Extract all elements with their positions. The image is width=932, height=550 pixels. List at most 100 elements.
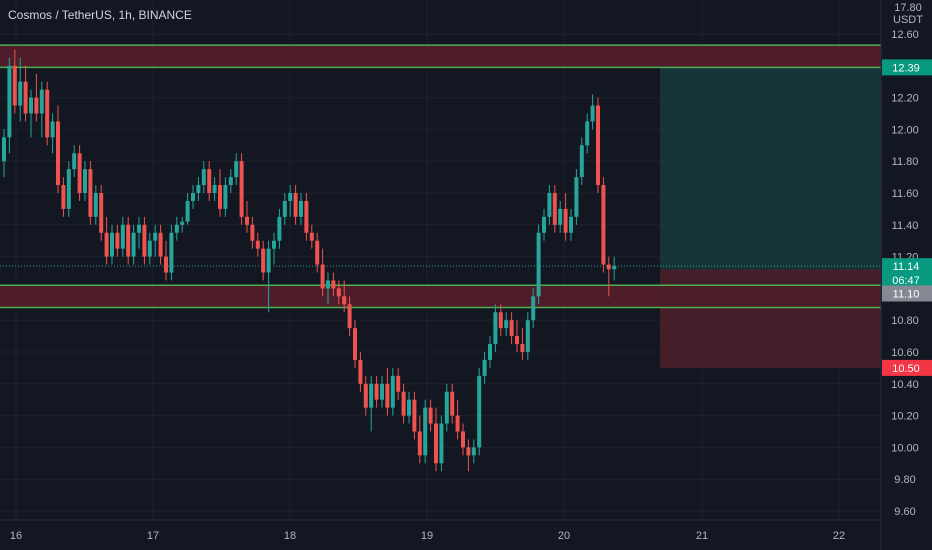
candle-body — [558, 208, 563, 225]
candle-body — [45, 89, 50, 138]
candle-body — [255, 240, 260, 249]
candle-body — [164, 256, 168, 273]
y-tick-label: 10.20 — [891, 411, 919, 423]
candle-body — [326, 280, 330, 289]
candle-body — [201, 169, 206, 186]
candle-body — [126, 224, 131, 257]
y-tick-label: 11.60 — [892, 188, 919, 200]
x-tick-label: 21 — [696, 530, 708, 542]
candle-body — [493, 312, 498, 345]
candle-body — [196, 185, 201, 193]
candle-body — [142, 224, 147, 257]
candle-body — [358, 359, 363, 384]
countdown-tag: 06:47 — [892, 275, 920, 287]
candle-body — [504, 320, 509, 329]
candle-body — [174, 224, 179, 233]
candle-body — [385, 383, 390, 408]
candle-body — [23, 81, 28, 114]
candle-body — [482, 359, 487, 376]
candle-body — [331, 280, 336, 289]
candle-body — [601, 185, 606, 265]
candle-body — [547, 193, 552, 217]
candle-body — [299, 200, 303, 217]
candle-body — [282, 200, 287, 217]
candle-body — [212, 185, 217, 193]
y-tick-label: 12.00 — [891, 124, 919, 136]
stop-price-tag-bg — [882, 359, 932, 376]
candle-body — [466, 447, 471, 456]
candle-body — [320, 264, 325, 289]
candle-body — [450, 391, 455, 416]
candle-body — [542, 216, 546, 233]
candle-body — [66, 169, 71, 209]
candle-body — [29, 97, 33, 114]
x-tick-label: 18 — [284, 530, 296, 542]
level-price-tag-bg — [882, 285, 932, 302]
candle-body — [104, 232, 109, 257]
candle-body — [488, 344, 492, 360]
candle-body — [88, 169, 93, 217]
candle-body — [380, 383, 384, 400]
y-tick-label: 10.60 — [891, 347, 919, 359]
y-tick-label: 10.80 — [891, 315, 919, 327]
chart-title: Cosmos / TetherUS, 1h, BINANCE — [8, 8, 192, 22]
y-tick-label: 10.40 — [891, 379, 919, 391]
x-tick-label: 17 — [147, 530, 159, 542]
candle-body — [137, 224, 141, 233]
candle-body — [428, 407, 433, 424]
candle-body — [520, 344, 525, 352]
candle-body — [191, 193, 195, 201]
candle-body — [590, 105, 595, 122]
long-position-profit-zone — [660, 67, 881, 270]
candle-body — [461, 431, 465, 448]
candle-body — [250, 224, 255, 241]
candle-body — [417, 431, 422, 456]
current-price-tag: 11.14 — [893, 261, 920, 273]
candle-body — [158, 232, 163, 257]
axis-unit: USDT — [893, 14, 923, 26]
candle-body — [93, 193, 98, 217]
axis-top-tick: 17.80 — [894, 2, 922, 14]
candle-body — [18, 81, 23, 106]
y-tick-label: 11.40 — [892, 220, 919, 232]
stop-price-tag: 10.50 — [892, 363, 920, 375]
candle-body — [498, 312, 503, 329]
candle-body — [509, 320, 514, 337]
candle-body — [579, 145, 584, 178]
candle-body — [347, 304, 352, 329]
candle-body — [288, 193, 293, 201]
level-price-tag: 11.10 — [893, 289, 920, 301]
candle-body — [153, 232, 158, 241]
candle-body — [147, 240, 152, 257]
candle-body — [477, 375, 482, 448]
candle-body — [374, 383, 379, 400]
candle-body — [218, 185, 222, 209]
target-price-tag-bg — [882, 59, 932, 76]
candle-body — [83, 169, 87, 193]
candle-body — [61, 185, 66, 209]
candle-body — [353, 328, 357, 360]
candle-body — [363, 383, 368, 408]
candle-body — [261, 248, 266, 273]
candle-body — [455, 415, 460, 432]
candle-body — [531, 296, 536, 321]
x-tick-label: 16 — [10, 530, 22, 542]
candle-body — [304, 200, 309, 233]
candle-body — [185, 200, 190, 222]
candle-body — [396, 375, 401, 392]
y-tick-label: 9.60 — [894, 506, 915, 518]
candle-body — [50, 121, 55, 138]
candle-body — [471, 447, 476, 456]
candle-body — [342, 296, 347, 305]
candle-body — [228, 177, 233, 186]
candle-body — [39, 89, 44, 114]
y-tick-label: 11.80 — [892, 156, 919, 168]
candle-body — [315, 240, 320, 265]
candle-body — [596, 105, 600, 186]
candle-body — [7, 65, 12, 138]
candle-body — [72, 153, 77, 170]
x-tick-label: 20 — [558, 530, 570, 542]
candle-body — [110, 232, 114, 257]
candle-body — [390, 375, 395, 408]
